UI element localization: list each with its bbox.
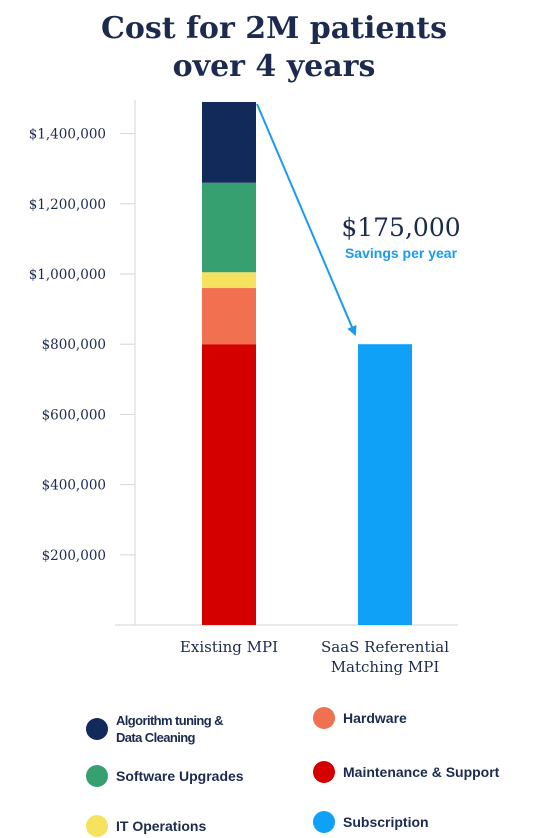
chart-title-line-2: over 4 years — [173, 49, 376, 84]
savings-label: Savings per year — [345, 245, 458, 261]
category-label: Existing MPI — [180, 638, 278, 656]
chart-title-line-1: Cost for 2M patients — [101, 11, 447, 46]
bar-segment-maintenance-support — [202, 344, 256, 625]
bar-segment-hardware — [202, 288, 256, 345]
bar-segment-it-operations — [202, 272, 256, 289]
bar-segment-algorithm-tuning-data-cleaning — [202, 102, 256, 183]
y-axis-ticks: $200,000 $400,000 $600,000 $800,000 $1,000,0… — [29, 127, 135, 564]
bar-segment-subscription — [358, 344, 412, 625]
y-tick-label: $800,000 — [42, 337, 106, 353]
y-tick-label: $400,000 — [42, 478, 106, 494]
y-tick-label: $200,000 — [42, 548, 106, 564]
x-axis-categories: Existing MPI SaaS Referential Matching MPI — [180, 638, 449, 676]
category-label: Matching MPI — [331, 658, 440, 676]
bar-segment-software-upgrades — [202, 182, 256, 273]
y-tick-label: $1,200,000 — [29, 197, 106, 213]
category-label: SaaS Referential — [321, 638, 449, 656]
y-tick-label: $1,000,000 — [29, 267, 106, 283]
bars — [202, 102, 412, 625]
savings-amount: $175,000 — [341, 213, 460, 242]
y-tick-label: $1,400,000 — [29, 127, 106, 143]
y-tick-label: $600,000 — [42, 407, 106, 423]
savings-arrow — [256, 103, 357, 337]
